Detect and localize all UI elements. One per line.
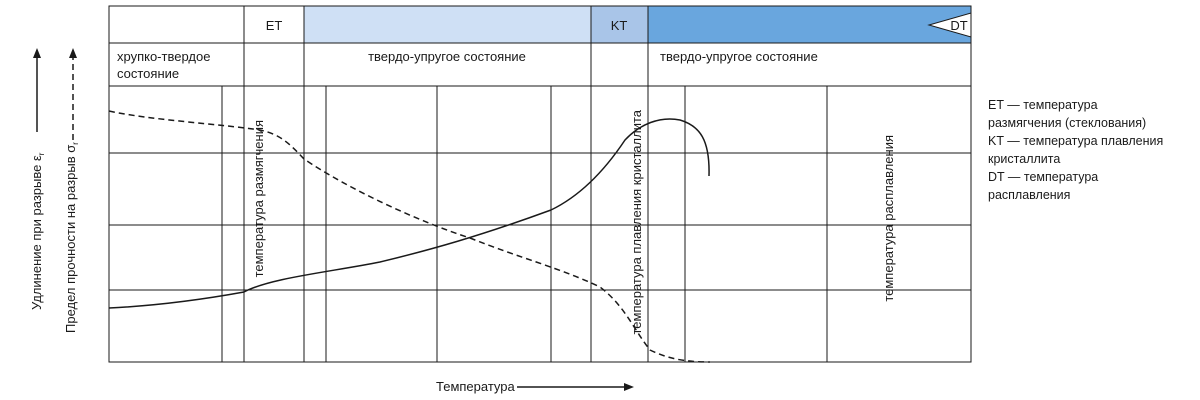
- x-axis-arrow-icon: [624, 383, 634, 391]
- melt-band: [648, 6, 971, 43]
- brittle-state-line-2: состояние: [117, 66, 179, 81]
- brittle-state-line-1: хрупко-твердое: [117, 49, 210, 64]
- legend: ET — температура размягчения (стекловани…: [988, 96, 1193, 204]
- elongation-axis-subscript: r: [37, 152, 46, 155]
- elongation-axis-text: Удлинение при разрыве ε: [29, 155, 44, 310]
- strength-axis-text: Предел прочности на разрыв σ: [63, 145, 78, 333]
- melting-label: температура расплавления: [881, 135, 896, 302]
- strength-axis-subscript: r: [71, 142, 80, 145]
- legend-line: размягчения (стеклования): [988, 116, 1147, 130]
- dt-code: DT: [950, 18, 967, 33]
- elongation-axis-arrow-icon: [33, 48, 41, 58]
- strength-axis-label: Предел прочности на разрыв σr: [63, 142, 80, 333]
- legend-line: DT — температура: [988, 170, 1099, 184]
- softening-band: [304, 6, 591, 43]
- legend-line: расплавления: [988, 188, 1071, 202]
- softening-label: температура размягчения: [251, 120, 266, 277]
- vertical-grid: [221, 86, 828, 362]
- et-code: ET: [266, 18, 283, 33]
- elastic-state-1: твердо-упругое состояние: [368, 49, 526, 64]
- kt-code: KT: [611, 18, 628, 33]
- strength-axis-arrow-icon: [69, 48, 77, 58]
- x-axis-label: Температура: [436, 379, 516, 394]
- elongation-curve: [108, 118, 710, 309]
- diagram-frame: [108, 5, 972, 363]
- legend-line: кристаллита: [988, 152, 1061, 166]
- legend-line: ET — температура: [988, 98, 1098, 112]
- crystallite-melting-label: температура плавления кристаллита: [629, 109, 644, 334]
- strength-curve: [108, 110, 711, 363]
- crystallite-band: [591, 6, 648, 43]
- elastic-state-2: твердо-упругое состояние: [660, 49, 818, 64]
- elongation-axis-label: Удлинение при разрыве εr: [29, 152, 46, 310]
- legend-line: KT — температура плавления: [988, 134, 1164, 148]
- horizontal-grid: [109, 152, 971, 291]
